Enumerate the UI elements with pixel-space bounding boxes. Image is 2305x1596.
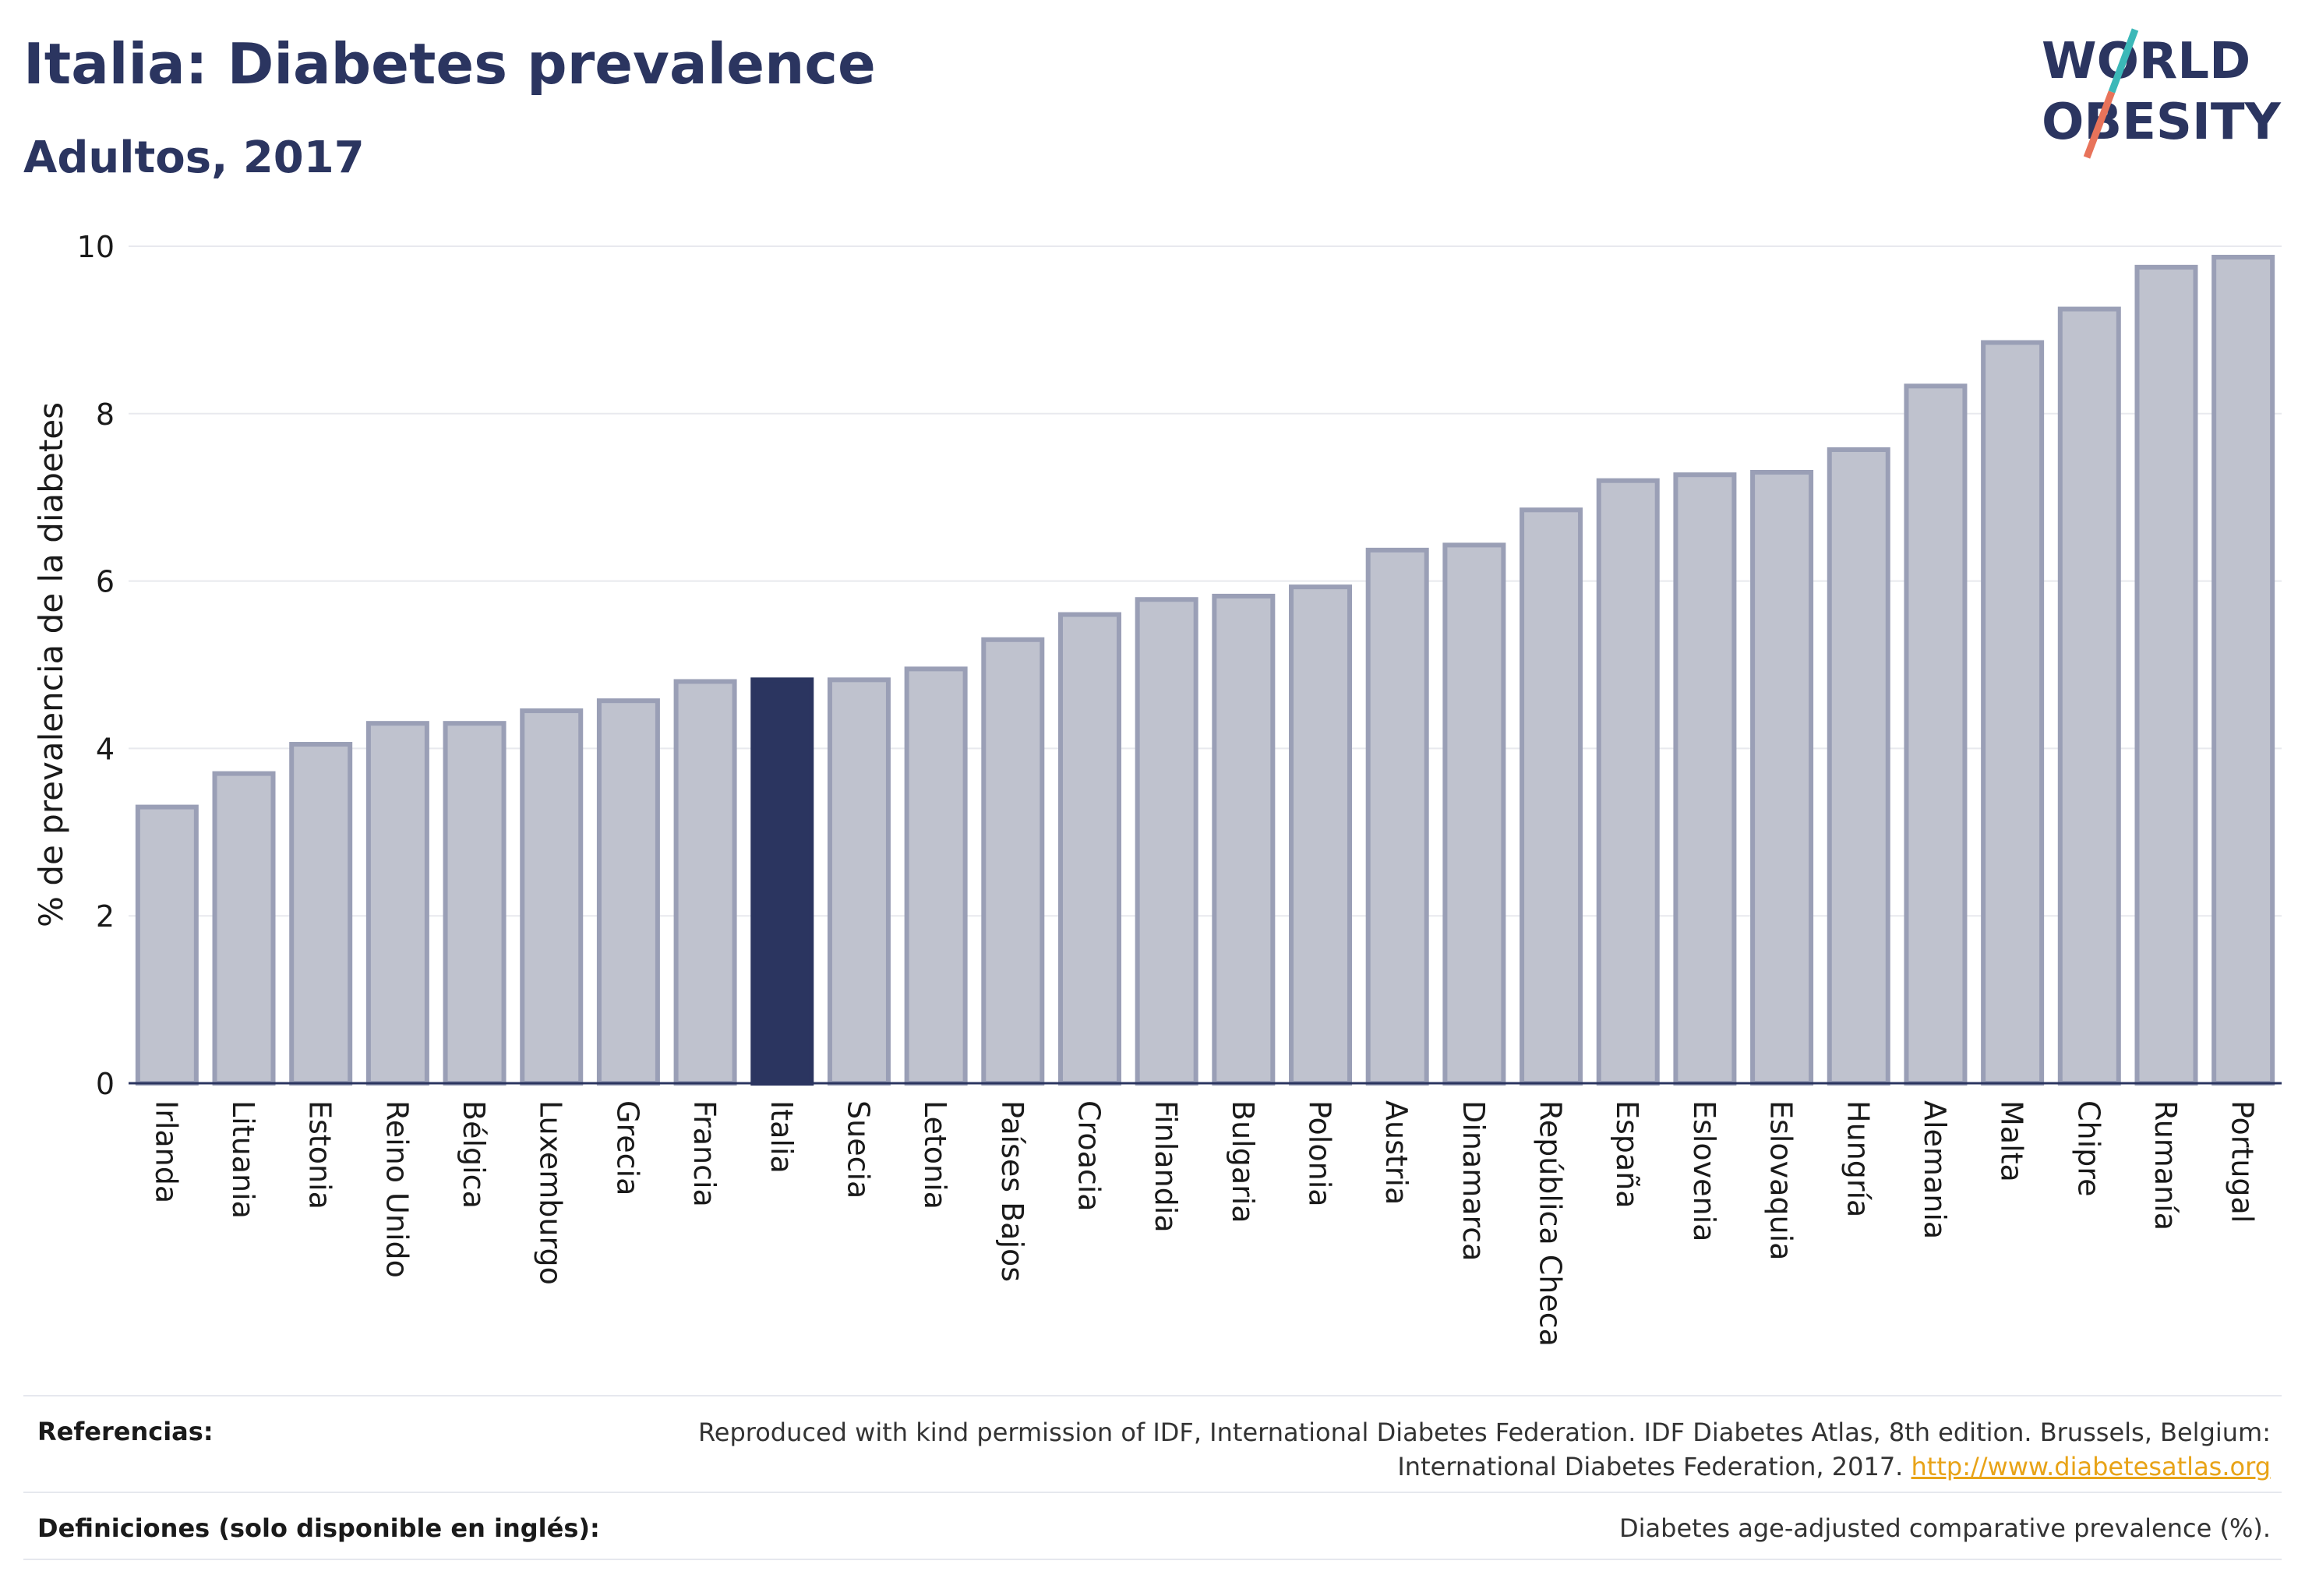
y-tick-label: 8 xyxy=(96,397,115,432)
footer-divider-bottom xyxy=(23,1559,2282,1560)
bar xyxy=(2134,264,2198,1086)
x-tick-label: Portugal xyxy=(2226,1100,2260,1223)
references-link[interactable]: http://www.diabetesatlas.org xyxy=(1911,1452,2271,1481)
x-tick-label: Rumanía xyxy=(2148,1100,2183,1231)
bar xyxy=(904,666,968,1086)
page-subtitle: Adultos, 2017 xyxy=(23,132,365,183)
bar xyxy=(520,708,584,1086)
references-body: Reproduced with kind permission of IDF, … xyxy=(697,1418,2271,1481)
x-tick-label: Malta xyxy=(1995,1100,2029,1182)
logo-line2: OBESITY xyxy=(2042,94,2281,151)
x-tick-label: Grecia xyxy=(610,1100,644,1195)
bar xyxy=(2211,254,2275,1086)
x-tick-label: Países Bajos xyxy=(995,1100,1029,1282)
y-tick-label: 4 xyxy=(96,732,115,766)
x-tick-label: Eslovaquia xyxy=(1764,1100,1798,1260)
bar xyxy=(1289,584,1353,1086)
x-tick-label: Letonia xyxy=(918,1100,952,1209)
x-tick-label: Polonia xyxy=(1303,1100,1337,1207)
bar xyxy=(1442,542,1506,1086)
world-obesity-logo: WORLD OBESITY xyxy=(2042,28,2281,159)
page-title: Italia: Diabetes prevalence xyxy=(23,31,876,97)
x-tick-label: Eslovenia xyxy=(1687,1100,1721,1241)
x-tick-label: Luxemburgo xyxy=(534,1100,568,1285)
x-tick-label: Chipre xyxy=(2071,1100,2106,1196)
y-tick-label: 6 xyxy=(96,565,115,599)
footer-divider-top xyxy=(23,1395,2282,1396)
bar xyxy=(1520,507,1583,1086)
bar xyxy=(981,637,1045,1086)
bar xyxy=(1135,597,1198,1086)
y-axis-label: % de prevalencia de la diabetes xyxy=(32,402,70,927)
x-tick-label: Francia xyxy=(687,1100,722,1207)
y-tick-label: 0 xyxy=(96,1067,115,1101)
bar xyxy=(673,679,737,1086)
bar xyxy=(1365,547,1429,1086)
x-tick-label: Croacia xyxy=(1071,1100,1106,1212)
x-tick-label: Bulgaria xyxy=(1226,1100,1260,1223)
x-tick-label: República Checa xyxy=(1534,1100,1568,1347)
bar xyxy=(1673,472,1737,1086)
y-tick-label: 10 xyxy=(77,230,115,264)
bar-chart: 0 2 4 6 8 10 % de prevalencia de la diabetes Ir… xyxy=(32,230,2282,1347)
definitions-text: Diabetes age-adjusted comparative preval… xyxy=(1619,1513,2271,1543)
bar xyxy=(1057,612,1121,1086)
bar xyxy=(1596,478,1660,1086)
x-tick-label: Reino Unido xyxy=(379,1100,414,1278)
logo-line1: WORLD xyxy=(2042,33,2250,90)
bar xyxy=(212,771,276,1086)
x-tick-label: Dinamarca xyxy=(1456,1100,1491,1261)
x-tick-label: Austria xyxy=(1379,1100,1414,1205)
bar xyxy=(1904,383,1968,1086)
x-tick-label: Irlanda xyxy=(149,1100,183,1203)
x-tick-label: Italia xyxy=(764,1100,799,1174)
x-tick-label: Lituania xyxy=(226,1100,260,1219)
x-tick-label: Estonia xyxy=(303,1100,337,1209)
logo-slash-coral xyxy=(2083,90,2116,159)
references-text: Reproduced with kind permission of IDF, … xyxy=(556,1415,2271,1484)
bar xyxy=(2057,306,2121,1086)
bar xyxy=(365,721,429,1086)
bar xyxy=(750,677,814,1086)
bar xyxy=(596,698,660,1086)
bar xyxy=(289,742,353,1086)
references-label: Referencias: xyxy=(37,1417,214,1446)
bar xyxy=(1827,447,1890,1086)
x-tick-label: Alemania xyxy=(1918,1100,1952,1239)
y-tick-label: 2 xyxy=(96,899,115,934)
footer-divider-mid xyxy=(23,1492,2282,1493)
bar xyxy=(135,804,199,1086)
x-tick-label: Hungría xyxy=(1841,1100,1875,1217)
bar xyxy=(443,721,507,1086)
logo-slash-teal xyxy=(2108,28,2139,94)
definitions-label: Definiciones (solo disponible en inglés)… xyxy=(37,1513,600,1543)
x-tick-label: Finlandia xyxy=(1149,1100,1183,1233)
x-tick-label: Suecia xyxy=(841,1100,875,1199)
x-tick-label: Bélgica xyxy=(457,1100,491,1209)
x-tick-label: España xyxy=(1610,1100,1644,1209)
bar xyxy=(1750,469,1814,1086)
bar xyxy=(1981,340,2045,1086)
bar xyxy=(827,677,891,1086)
bar xyxy=(1212,593,1276,1086)
